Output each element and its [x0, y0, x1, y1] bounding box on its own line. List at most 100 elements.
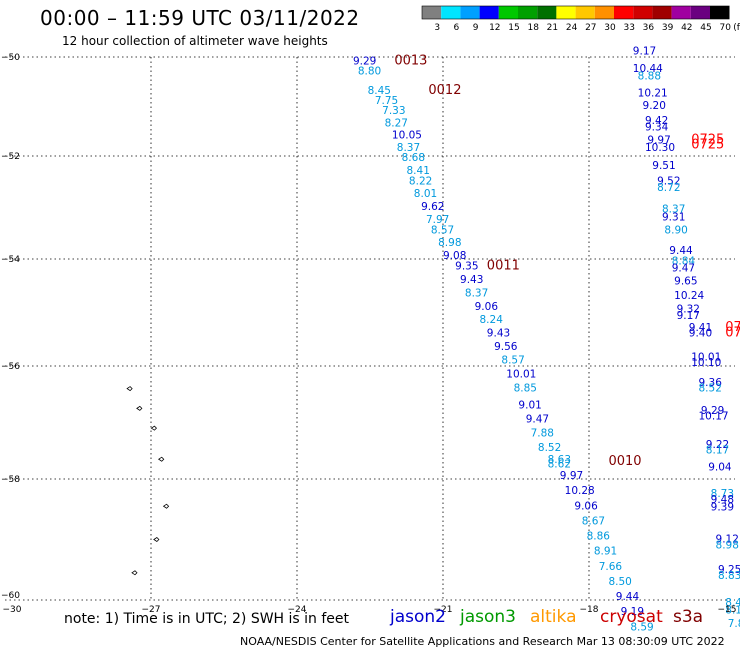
wave-height-value: 8.84	[672, 255, 696, 267]
wave-height-value: 7.83	[728, 618, 740, 630]
wave-height-value: 9.35	[455, 261, 478, 273]
lat-tick-label: −50	[1, 53, 20, 63]
wave-height-value: 8.41	[725, 597, 740, 609]
color-scale-label: 21	[547, 23, 558, 33]
color-swatch	[537, 6, 557, 19]
island-outline	[158, 456, 165, 462]
color-scale-label: 9	[473, 23, 479, 33]
island-outline	[131, 570, 138, 576]
wave-height-value: 9.25	[718, 564, 740, 576]
legend-jason2: jason2	[390, 607, 446, 627]
wave-height-value: 8.98	[716, 540, 739, 552]
wave-height-value: 8.37	[662, 204, 685, 216]
legend-altika: altika	[530, 607, 577, 627]
wave-height-value: 8.83	[718, 570, 740, 582]
wave-height-value: 8.57	[431, 224, 454, 236]
color-scale-unit: (ft)	[733, 23, 740, 33]
wave-height-value: 8.68	[402, 152, 425, 164]
wave-height-value: 9.36	[699, 377, 723, 389]
wave-height-value: 10.21	[638, 88, 668, 100]
wave-height-value: 10.30	[645, 142, 675, 154]
lon-tick-label: −24	[288, 605, 307, 615]
island-outline	[162, 503, 170, 509]
wave-height-value: 10.10	[691, 357, 721, 369]
lon-tick-label: −21	[434, 605, 453, 615]
wave-height-value: 9.32	[677, 304, 700, 316]
wave-height-value: 8.63	[548, 454, 571, 466]
wave-height-value: 9.42	[645, 115, 668, 127]
wave-height-value: 8.90	[664, 224, 687, 236]
wave-height-value: 8.17	[706, 445, 729, 457]
color-swatch	[422, 6, 442, 19]
wave-height-value: 7.88	[531, 428, 554, 440]
color-swatch	[441, 6, 461, 19]
footer-note: note: 1) Time is in UTC; 2) SWH is in fe…	[64, 611, 350, 627]
wave-height-value: 10.24	[674, 290, 704, 302]
wave-height-value: 8.72	[657, 182, 680, 194]
color-swatch	[690, 6, 710, 19]
lat-lon-grid	[5, 56, 735, 601]
wave-height-value: 8.41	[407, 165, 430, 177]
wave-height-value: 9.08	[443, 250, 466, 262]
wave-height-value: 9.41	[689, 322, 712, 334]
wave-height-value: 8.62	[548, 459, 571, 471]
page-subtitle: 12 hour collection of altimeter wave hei…	[62, 34, 328, 48]
color-swatch	[556, 6, 576, 19]
lon-tick-label: −18	[580, 605, 599, 615]
wave-height-value: 9.01	[518, 399, 541, 411]
wave-height-value: 8.37	[465, 287, 488, 299]
wave-height-value: 9.52	[657, 175, 680, 187]
pass-time-label: 0724	[725, 326, 740, 341]
wave-height-value: 9.43	[460, 274, 483, 286]
wave-height-value: 8.22	[409, 175, 432, 187]
wave-height-value: 9.06	[475, 301, 499, 313]
wave-height-value: 9.17	[677, 310, 700, 322]
wave-height-value: 9.29	[701, 405, 724, 417]
wave-height-value: 8.52	[699, 382, 722, 394]
color-scale-label: 33	[623, 23, 634, 33]
wave-height-value: 8.80	[358, 65, 381, 77]
wave-height-value: 8.24	[480, 314, 504, 326]
wave-height-value: 8.67	[582, 515, 605, 527]
color-scale-label: 3	[434, 23, 440, 33]
track-time-labels: 001300120011001007250725072407240707070	[394, 53, 740, 469]
wave-height-value: 9.12	[716, 534, 739, 546]
wave-height-value: 10.17	[699, 411, 729, 423]
wave-height-value: 9.06	[574, 500, 598, 512]
wave-height-value: 10.01	[691, 352, 721, 364]
color-swatch	[479, 6, 499, 19]
wave-height-value: 7.75	[375, 95, 398, 107]
wave-height-value: 9.29	[353, 55, 376, 67]
wave-height-value: 8.73	[711, 488, 734, 500]
island-outline	[136, 405, 143, 411]
wave-height-value: 8.86	[587, 531, 611, 543]
pass-time-label: 0010	[608, 454, 641, 469]
wave-height-value: 8.18	[725, 604, 740, 616]
wave-height-value: 9.40	[689, 328, 712, 340]
page-title: 00:00 – 11:59 UTC 03/11/2022	[40, 6, 360, 30]
lat-tick-label: −52	[1, 152, 20, 162]
legend-cryosat: cryosat	[600, 607, 663, 627]
axis-ticks: −30 −27 −24 −21 −18 −15 −50 −52 −54 −56 −58 −60	[1, 53, 737, 615]
wave-height-value: 8.98	[438, 237, 461, 249]
wave-height-value: 7.33	[382, 105, 405, 117]
color-swatch	[498, 6, 518, 19]
pass-time-label: 0724	[725, 320, 740, 335]
wave-height-value: 9.20	[643, 100, 666, 112]
wave-height-value: 9.31	[662, 211, 685, 223]
south-sandwich-islands	[126, 386, 170, 576]
wave-height-value: 8.52	[538, 442, 561, 454]
wave-height-value: 8.27	[385, 117, 408, 129]
wave-height-value: 8.59	[630, 621, 653, 633]
wave-height-value: 9.56	[494, 341, 518, 353]
color-scale-label: 18	[527, 23, 539, 33]
color-swatch	[518, 6, 538, 19]
wave-height-value: 9.43	[487, 328, 510, 340]
wave-height-observations: 9.298.808.457.757.338.2710.058.378.688.4…	[353, 46, 740, 634]
wave-height-value: 9.44	[616, 591, 640, 603]
wave-height-value: 8.91	[594, 546, 617, 558]
wave-height-value: 7.97	[426, 214, 449, 226]
wave-height-value: 8.45	[368, 85, 391, 97]
wave-height-value: 8.01	[414, 188, 437, 200]
